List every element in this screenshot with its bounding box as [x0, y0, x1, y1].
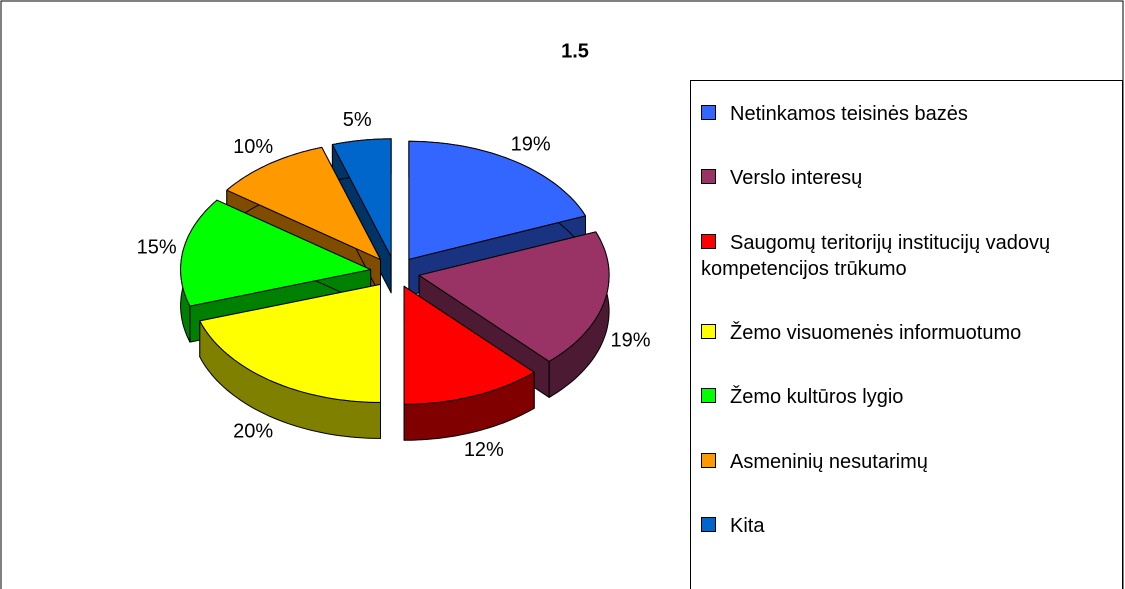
data-label: 10% — [233, 136, 273, 158]
data-label: 19% — [610, 330, 650, 352]
slice — [226, 146, 381, 261]
slice — [331, 138, 392, 258]
legend-item: Verslo interesų — [701, 165, 1116, 191]
slice — [180, 199, 372, 307]
chart-title: 1.5 — [561, 40, 589, 62]
legend-swatch — [701, 388, 716, 404]
legend-label: Netinkamos teisinės bazės — [730, 103, 968, 125]
slice — [199, 283, 381, 403]
legend-label: Žemo visuomenės informuotumo — [730, 321, 1022, 344]
data-label: 12% — [464, 439, 504, 461]
legend-item: Kita — [701, 513, 1116, 539]
data-label: 19% — [511, 133, 551, 155]
legend: Netinkamos teisinės bazės Verslo interesų… — [690, 80, 1123, 589]
legend-item: Netinkamos teisinės bazės — [701, 101, 1116, 127]
legend-swatch — [701, 516, 716, 532]
legend-swatch — [701, 233, 716, 249]
legend-item: Žemo kultūros lygio — [701, 384, 1116, 410]
legend-swatch — [701, 452, 716, 468]
data-label: 5% — [343, 109, 372, 131]
slice — [408, 140, 586, 260]
legend-swatch — [701, 169, 716, 185]
legend-label: Verslo interesų — [730, 167, 863, 190]
slice — [403, 285, 535, 405]
legend-label: Žemo kultūros lygio — [730, 386, 904, 409]
legend-swatch — [701, 105, 716, 120]
legend-item: Saugomų teritorijų institucijų vadovų ko… — [701, 230, 1116, 282]
slice — [418, 231, 610, 362]
data-label: 20% — [233, 420, 273, 442]
data-label: 15% — [137, 236, 177, 258]
legend-swatch — [701, 323, 716, 339]
legend-item: Žemo visuomenės informuotumo — [701, 320, 1116, 346]
legend-item: Asmeninių nesutarimų — [701, 449, 1116, 475]
legend-label: Saugomų teritorijų institucijų vadovų ko… — [701, 231, 1051, 280]
legend-label: Asmeninių nesutarimų — [730, 450, 928, 473]
legend-label: Kita — [730, 514, 765, 537]
